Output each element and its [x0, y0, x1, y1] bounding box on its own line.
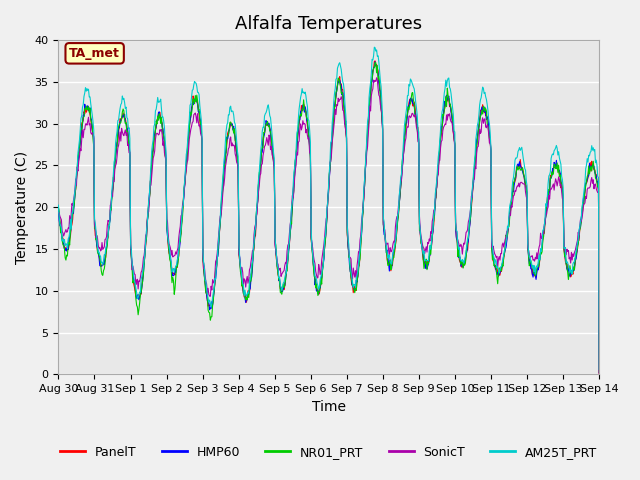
X-axis label: Time: Time — [312, 400, 346, 414]
Legend: PanelT, HMP60, NR01_PRT, SonicT, AM25T_PRT: PanelT, HMP60, NR01_PRT, SonicT, AM25T_P… — [55, 441, 603, 464]
Title: Alfalfa Temperatures: Alfalfa Temperatures — [236, 15, 422, 33]
Text: TA_met: TA_met — [69, 47, 120, 60]
Y-axis label: Temperature (C): Temperature (C) — [15, 151, 29, 264]
